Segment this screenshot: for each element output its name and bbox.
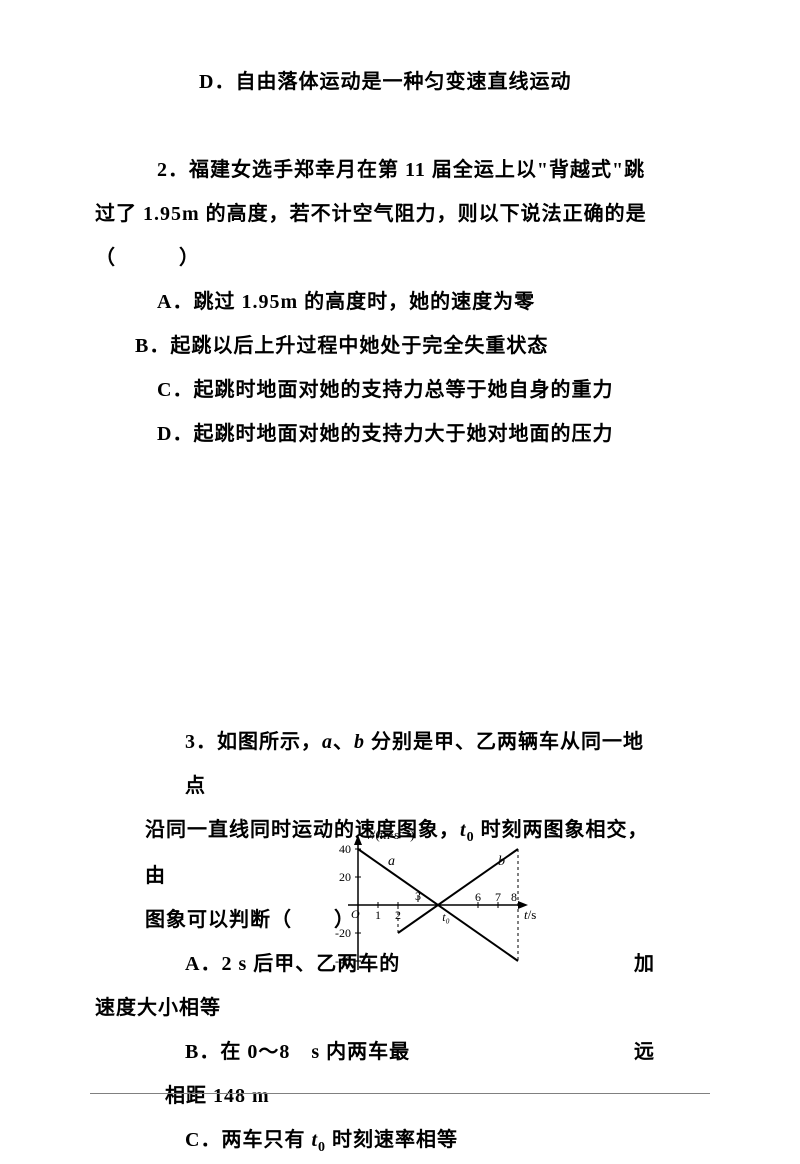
svg-text:v/(m·s⁻¹): v/(m·s⁻¹) [366,827,414,842]
svg-text:a: a [388,854,395,869]
q2-option-b: B．起跳以后上升过程中她处于完全失重状态 [95,324,705,368]
svg-text:b: b [498,854,505,869]
q2-stem-line1: 2．福建女选手郑幸月在第 11 届全运上以"背越式"跳 [95,148,705,192]
q3-option-b-line1: B．在 0～8 s 内两车最 远 [145,1030,655,1074]
q3-option-a-line2: 速度大小相等 [95,986,705,1030]
q2-option-a: A．跳过 1.95m 的高度时，她的速度为零 [95,280,705,324]
q2-stem-line2: 过了 1.95m 的高度，若不计空气阻力，则以下说法正确的是 [95,192,705,236]
svg-text:6: 6 [475,890,481,904]
svg-text:8: 8 [511,890,517,904]
q2-stem-line3: （ ） [95,236,705,280]
svg-text:-20: -20 [335,926,351,940]
q2-option-d: D．起跳时地面对她的支持力大于她对地面的压力 [95,412,705,456]
q1-option-d: D．自由落体运动是一种匀变速直线运动 [95,60,705,104]
q3-option-b-line2: 相距 148 m [145,1074,655,1118]
velocity-time-chart: 40 20 -20 -40 1 2 3 t₀ 6 7 8 O v/(m·s [318,825,538,985]
svg-text:1: 1 [375,908,381,922]
svg-text:t/s: t/s [524,907,536,922]
q3-option-c: C．两车只有 t0 时刻速率相等 [145,1118,655,1164]
svg-text:-40: -40 [335,954,351,968]
svg-text:t₀: t₀ [442,910,450,924]
svg-text:20: 20 [339,870,351,884]
svg-text:40: 40 [339,842,351,856]
q2-option-c: C．起跳时地面对她的支持力总等于她自身的重力 [95,368,705,412]
svg-text:7: 7 [495,890,501,904]
svg-text:O: O [351,907,360,921]
q3-stem-line1: 3．如图所示，a、b 分别是甲、乙两辆车从同一地点 [145,720,655,808]
footer-divider [90,1093,710,1094]
